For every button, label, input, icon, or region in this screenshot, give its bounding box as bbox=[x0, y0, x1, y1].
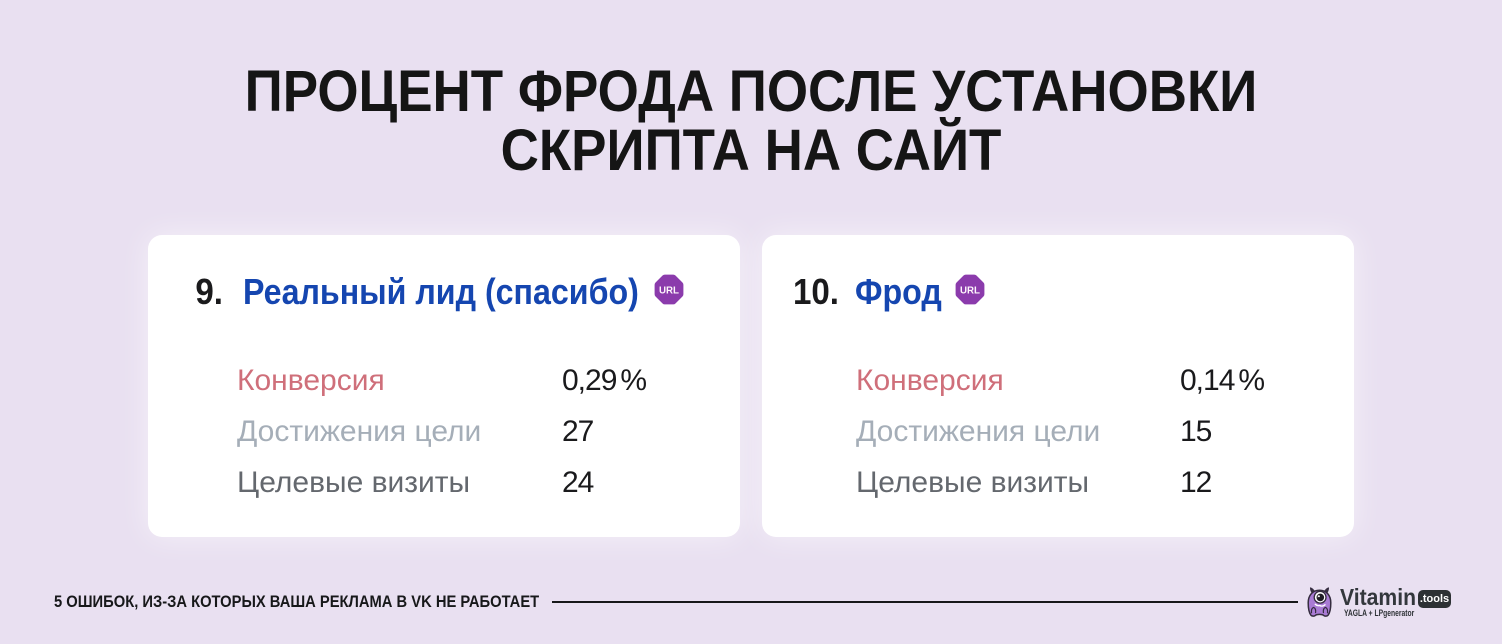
svg-text:URL: URL bbox=[960, 285, 981, 297]
svg-text:URL: URL bbox=[659, 285, 680, 297]
